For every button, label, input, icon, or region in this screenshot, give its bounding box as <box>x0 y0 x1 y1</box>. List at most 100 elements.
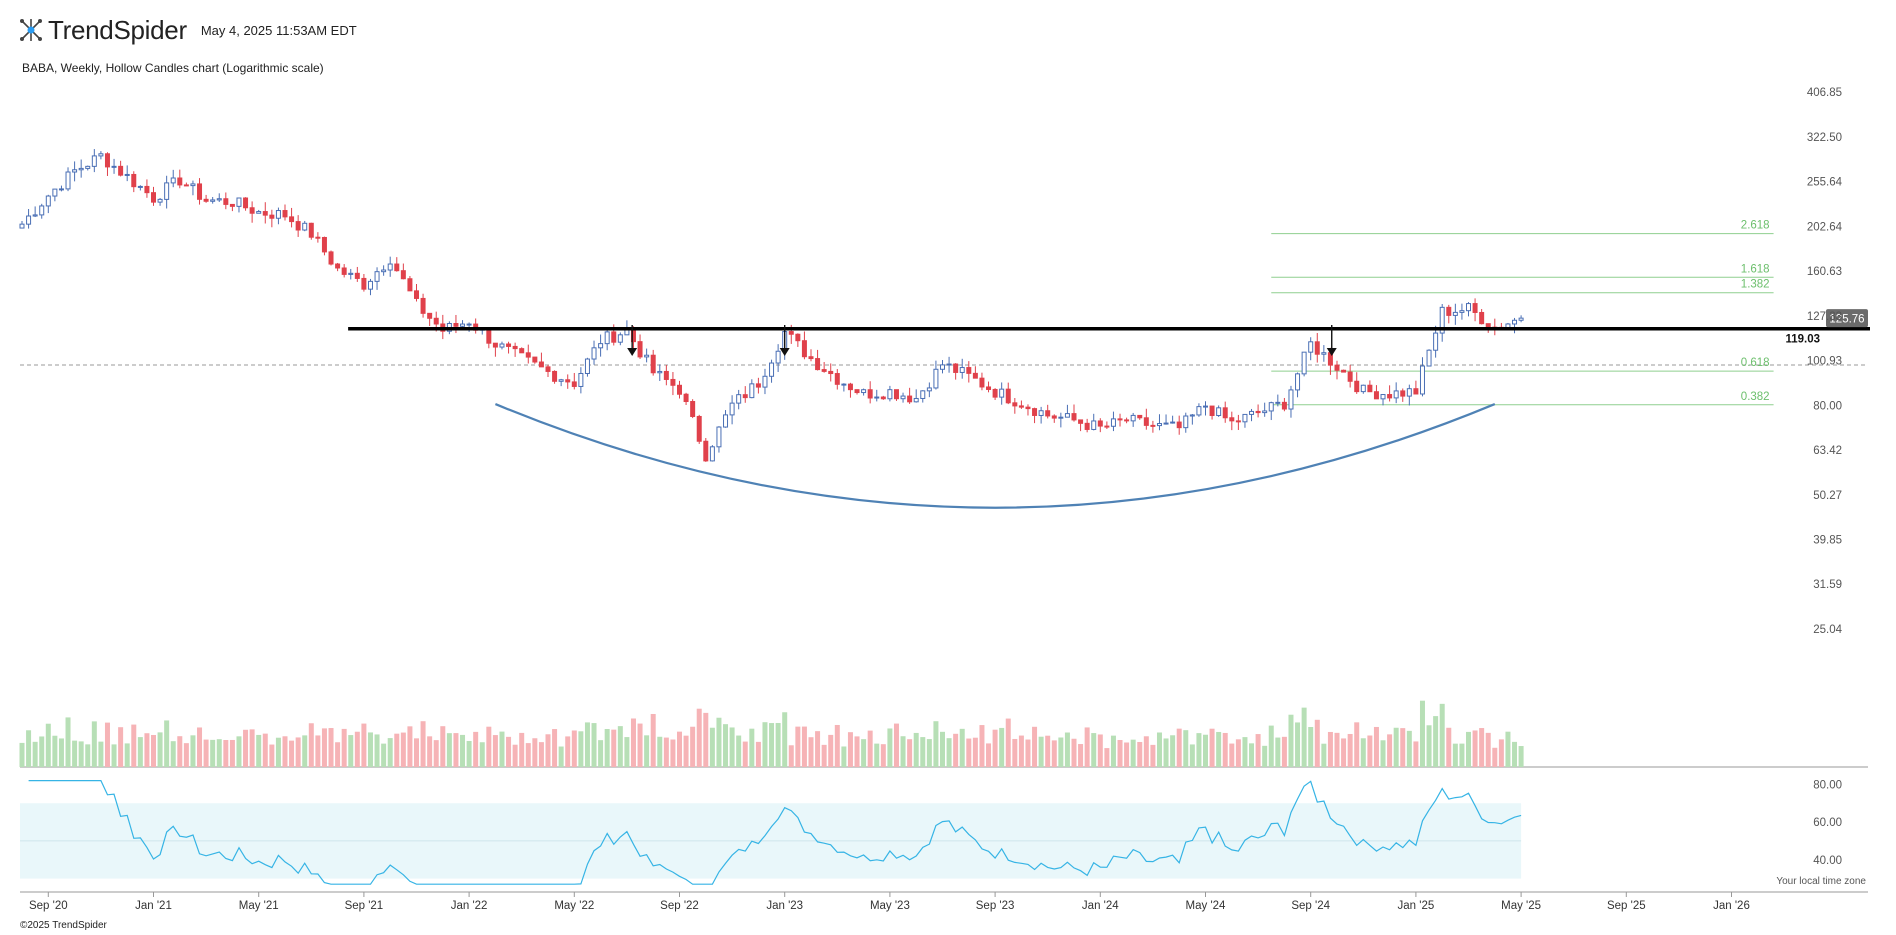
candle-body <box>1051 415 1057 419</box>
candle <box>1347 364 1353 388</box>
candle-body <box>1091 420 1097 430</box>
candle-body <box>407 278 413 292</box>
volume-bar <box>532 738 538 767</box>
candle-body <box>650 354 656 374</box>
x-tick-label: Jan '26 <box>1713 900 1750 912</box>
volume-bar <box>39 736 45 767</box>
candle-body <box>1367 384 1373 393</box>
candle <box>203 194 209 203</box>
volume-bar <box>1479 728 1485 767</box>
candle-body <box>742 394 748 399</box>
price-candles <box>19 149 1524 462</box>
volume-bar <box>1341 738 1347 767</box>
candle <box>913 389 919 403</box>
candle <box>637 334 643 359</box>
volume-bar <box>703 712 709 767</box>
candle-body <box>1321 352 1327 355</box>
candle-body <box>1380 394 1386 400</box>
rsi-tick-label: 40.00 <box>1813 855 1842 867</box>
volume-bar <box>1327 731 1333 767</box>
volume-bar <box>104 722 110 767</box>
volume-bar <box>1084 727 1090 767</box>
volume-bar <box>1439 703 1445 767</box>
volume-bar <box>716 717 722 767</box>
candle-body <box>861 389 867 394</box>
x-tick-label: May '24 <box>1186 900 1227 912</box>
candle-body <box>992 388 998 398</box>
candle <box>815 349 821 371</box>
candle <box>1492 318 1498 336</box>
candle <box>867 381 873 404</box>
horizontal-lines: 119.03 125.76 <box>348 309 1870 346</box>
candle-body <box>137 185 143 188</box>
volume-bar <box>315 735 321 767</box>
candle-body <box>414 290 419 299</box>
candle <box>1124 417 1130 424</box>
volume-bar <box>887 728 893 767</box>
candle-body <box>907 395 913 403</box>
volume-bar <box>1064 732 1070 767</box>
volume-bar <box>1360 738 1366 767</box>
candle <box>1216 405 1222 417</box>
volume-bar <box>1209 728 1215 767</box>
volume-bar <box>558 746 564 767</box>
fib-label: 1.382 <box>1741 279 1770 291</box>
candle-body <box>703 440 709 462</box>
candle-body <box>1216 407 1222 416</box>
volume-bar <box>1058 737 1064 767</box>
x-tick-label: Sep '24 <box>1291 900 1330 912</box>
volume-bar <box>1308 727 1314 767</box>
volume-bar <box>933 721 939 767</box>
volume-bar <box>986 743 992 767</box>
candle-body <box>197 183 203 200</box>
candle-body <box>1413 388 1419 395</box>
candle-body <box>1117 418 1123 421</box>
volume-bar <box>657 736 663 767</box>
candle <box>1518 315 1524 323</box>
volume-bar <box>1433 716 1439 767</box>
volume-bar <box>696 708 702 767</box>
volume-bar <box>1492 747 1498 767</box>
volume-bar <box>118 727 124 767</box>
volume-bar <box>617 726 623 767</box>
volume-bar <box>644 735 650 767</box>
candle <box>1380 394 1386 406</box>
candle-body <box>1426 349 1432 367</box>
volume-bar <box>828 734 834 767</box>
candle-body <box>834 373 840 385</box>
volume-bar <box>670 739 676 767</box>
volume-bar <box>1229 743 1235 767</box>
x-tick-label: May '21 <box>239 900 279 912</box>
candle-body <box>1406 388 1412 397</box>
candle <box>880 395 886 400</box>
candle-body <box>216 198 222 201</box>
volume-bar <box>1472 730 1478 767</box>
candle <box>709 445 715 462</box>
volume-bar <box>1091 733 1097 767</box>
candle <box>58 185 64 192</box>
down-arrow-icon <box>627 325 638 356</box>
candle <box>940 360 945 374</box>
candle <box>341 264 347 278</box>
volume-bar <box>91 721 97 767</box>
candle-body <box>26 215 32 225</box>
candle <box>1104 421 1110 429</box>
candle <box>1170 415 1176 424</box>
volume-bar <box>1295 722 1301 767</box>
volume-bar <box>769 723 775 767</box>
volume-bar <box>1400 728 1406 767</box>
volume-bar <box>170 741 176 767</box>
volume-bar <box>1466 731 1471 767</box>
candle-body <box>979 377 985 388</box>
volume-bar <box>1459 743 1465 767</box>
volume-bar <box>72 740 78 767</box>
candle-body <box>78 167 84 171</box>
candle <box>532 356 538 364</box>
candle-body <box>236 197 242 207</box>
candle-body <box>1229 417 1235 422</box>
candle <box>1130 412 1136 427</box>
candle-body <box>769 362 775 377</box>
volume-bar <box>1071 738 1077 767</box>
candle-body <box>552 370 558 382</box>
